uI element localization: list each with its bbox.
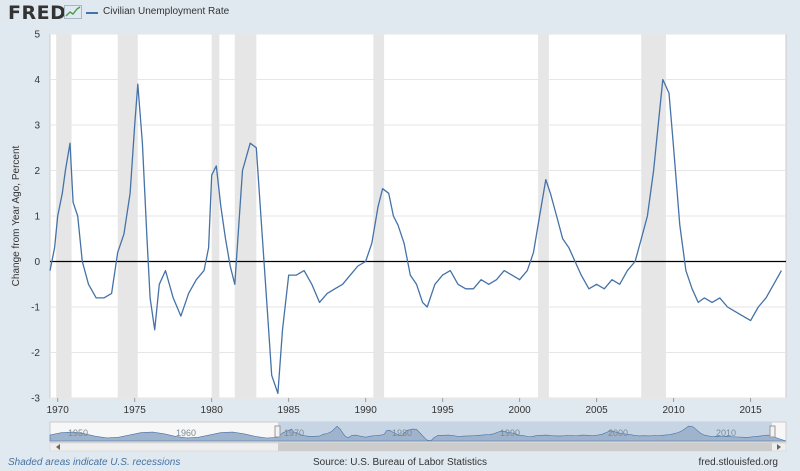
navigator-year-label: 1950 [68,428,88,438]
line-chart-icon [64,5,82,19]
x-tick-label: 1995 [432,405,455,416]
y-tick-label: 2 [34,166,40,177]
series-layer [49,78,782,395]
scrollbar-thumb[interactable] [278,443,772,451]
y-tick-label: 5 [34,30,40,41]
x-tick-label: 1970 [47,405,70,416]
navigator-year-label: 1990 [500,428,520,438]
chart-footer: Shaded areas indicate U.S. recessions So… [0,457,800,471]
y-axis-ticks: -3 -2 -1 0 1 2 3 4 5 [31,30,40,405]
navigator-year-labels: 1950 1960 1970 1980 1990 2000 2010 [68,428,736,438]
y-axis-title: Change from Year Ago, Percent [11,145,22,286]
scroll-right-arrow-icon[interactable] [777,444,781,450]
recession-note: Shaded areas indicate U.S. recessions [8,457,181,468]
range-navigator[interactable]: 1950 1960 1970 1980 1990 2000 2010 [49,421,787,452]
y-tick-label: -1 [31,303,40,314]
x-tick-label: 1990 [355,405,378,416]
x-tick-label: 1975 [124,405,147,416]
y-tick-label: 0 [34,257,40,268]
y-tick-label: 3 [34,121,40,132]
y-tick-label: -3 [31,394,40,405]
x-tick-label: 1985 [278,405,301,416]
legend-swatch [86,12,98,14]
scroll-left-arrow-icon[interactable] [56,444,60,450]
y-tick-label: 1 [34,212,40,223]
site-link[interactable]: fred.stlouisfed.org [698,457,779,468]
navigator-series-area [49,425,787,442]
x-axis-ticks: 1970 1975 1980 1985 1990 1995 2000 2005 2010 2015 [47,398,762,416]
y-tick-label: -2 [31,348,40,359]
navigator-year-label: 1970 [284,428,304,438]
navigator-year-label: 1960 [176,428,196,438]
x-tick-label: 2015 [739,405,762,416]
x-tick-label: 1980 [201,405,224,416]
navigator-year-label: 2010 [716,428,736,438]
fred-logo: FRED [8,2,67,24]
legend-label: Civilian Unemployment Rate [103,6,230,17]
x-tick-label: 2005 [585,405,608,416]
navigator-handle-right[interactable] [769,425,776,438]
x-tick-label: 2000 [508,405,531,416]
chart-header: FRED Civilian Unemployment Rate [0,0,800,26]
navigator-year-label: 1980 [392,428,412,438]
y-tick-label: 4 [34,75,40,86]
series-line[interactable] [49,78,782,395]
navigator-year-label: 2000 [608,428,628,438]
x-tick-label: 2010 [662,405,685,416]
data-source: Source: U.S. Bureau of Labor Statistics [313,457,487,468]
navigator-handle-left[interactable] [274,425,281,438]
